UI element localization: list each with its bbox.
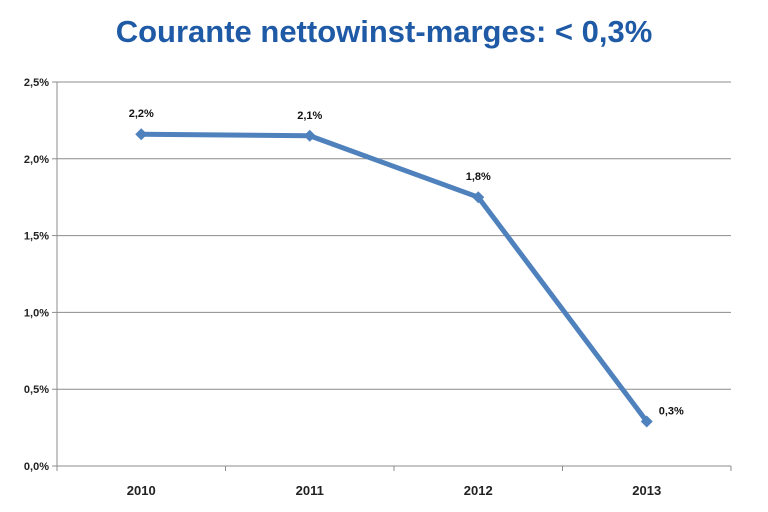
x-tick-label: 2013: [632, 483, 661, 498]
y-tick-label: 0,5%: [24, 384, 49, 396]
axes: [52, 81, 732, 471]
data-point-marker: [303, 129, 316, 142]
y-tick-label: 2,0%: [24, 154, 49, 166]
series: [135, 128, 653, 428]
series-line: [141, 131, 649, 423]
data-label: 2,2%: [129, 108, 154, 120]
x-tick-label: 2010: [127, 483, 156, 498]
x-tick-label: 2011: [296, 483, 324, 498]
x-tick-label: 2012: [464, 483, 493, 498]
chart-title: Courante nettowinst-marges: < 0,3%: [115, 14, 653, 49]
data-point-marker: [135, 128, 148, 141]
y-tick-label: 1,5%: [24, 231, 49, 243]
y-tick-label: 2,5%: [24, 77, 49, 89]
gridlines: [57, 81, 731, 390]
y-tick-labels: 0,0% 0,5% 1,0% 1,5% 2,0% 2,5%: [24, 77, 49, 473]
y-tick-label: 0,0%: [24, 461, 49, 473]
data-label: 1,8%: [466, 171, 491, 183]
x-tick-labels: 2010 2011 2012 2013: [127, 483, 661, 498]
data-labels: 2,2% 2,1% 1,8% 0,3%: [129, 108, 684, 417]
data-label: 0,3%: [659, 405, 684, 417]
data-label: 2,1%: [297, 110, 322, 122]
data-point-marker: [640, 415, 653, 428]
y-tick-label: 1,0%: [24, 307, 49, 319]
data-point-marker: [472, 191, 485, 204]
